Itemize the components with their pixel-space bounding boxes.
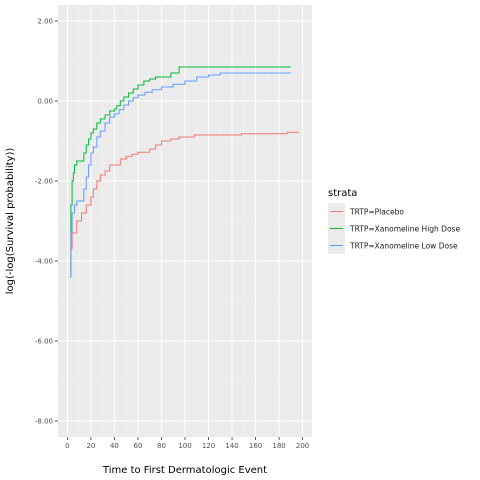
legend-label-2: TRTP=Xanomeline High Dose xyxy=(349,225,460,234)
x-tick-label: 120 xyxy=(202,442,215,450)
series-lines xyxy=(69,66,300,278)
y-tick-label: 2.00 xyxy=(37,18,53,26)
x-tick-label: 160 xyxy=(249,442,262,450)
x-axis-title: Time to First Dermatologic Event xyxy=(102,465,267,476)
series-line-1 xyxy=(69,131,300,278)
x-tick-label: 200 xyxy=(296,442,309,450)
axes: 0 20 40 60 80 100 120 140 160 180 200 -8.00 -6.00 -4.… xyxy=(35,18,309,451)
grid xyxy=(58,5,312,437)
x-tick-label: 180 xyxy=(272,442,285,450)
x-tick-label: 0 xyxy=(65,442,69,450)
x-tick-label: 100 xyxy=(178,442,191,450)
y-tick-label: -4.00 xyxy=(35,258,53,266)
y-axis-title: log(-log(Survival probability)) xyxy=(5,148,16,295)
x-tick-label: 20 xyxy=(86,442,95,450)
series-line-2 xyxy=(69,66,291,278)
legend: strata TRTP=Placebo TRTP=Xanomeline High … xyxy=(328,188,460,254)
legend-title: strata xyxy=(328,188,357,199)
y-tick-label: -2.00 xyxy=(35,178,53,186)
x-tick-label: 60 xyxy=(134,442,143,450)
y-tick-label: -8.00 xyxy=(35,418,53,426)
x-tick-label: 80 xyxy=(157,442,166,450)
x-tick-label: 40 xyxy=(110,442,119,450)
y-tick-label: -6.00 xyxy=(35,338,53,346)
legend-label-1: TRTP=Placebo xyxy=(349,208,404,217)
y-tick-label: 0.00 xyxy=(37,98,53,106)
series-line-3 xyxy=(69,72,291,278)
x-tick-label: 140 xyxy=(225,442,238,450)
legend-label-3: TRTP=Xanomeline Low Dose xyxy=(349,242,458,251)
